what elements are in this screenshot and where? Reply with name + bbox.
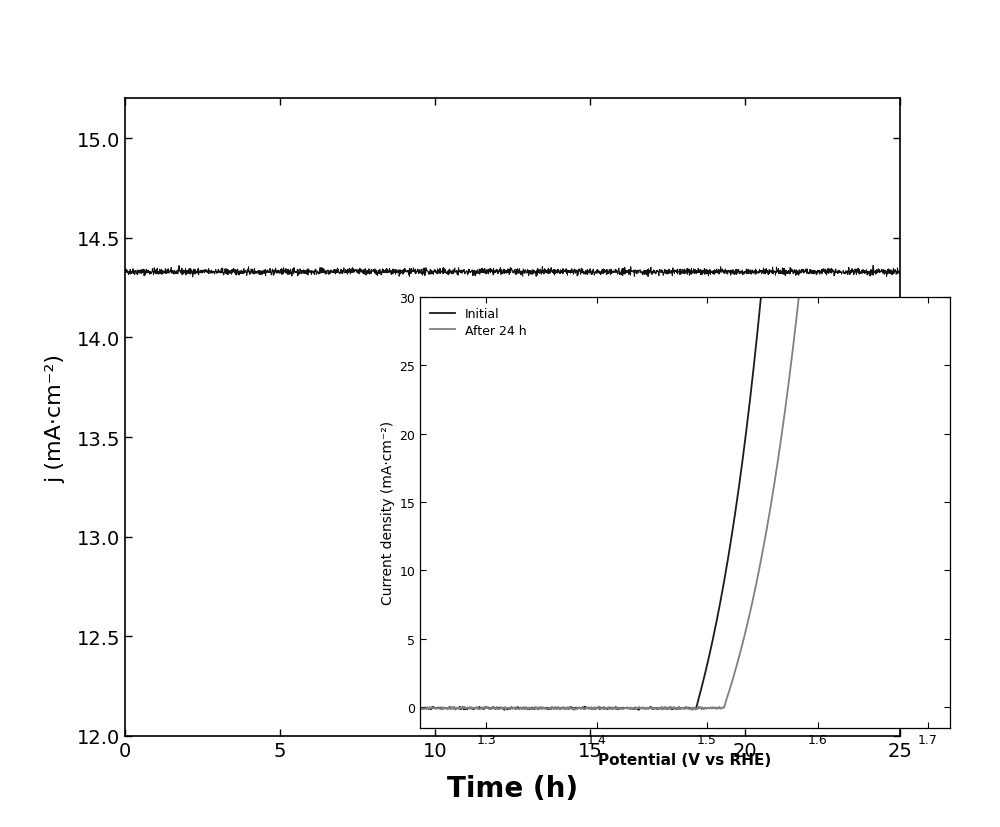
After 24 h	[838, 293, 850, 303]
Line: After 24 h: After 24 h	[420, 298, 950, 710]
X-axis label: Potential (V vs RHE): Potential (V vs RHE)	[598, 753, 772, 767]
Initial	[414, 703, 426, 713]
Y-axis label: j (mA·cm⁻²): j (mA·cm⁻²)	[46, 353, 66, 482]
After 24 h	[944, 293, 956, 303]
Initial	[648, 703, 660, 713]
Initial	[755, 293, 767, 303]
After 24 h	[828, 293, 840, 303]
Initial	[779, 293, 791, 303]
After 24 h	[793, 293, 805, 303]
Initial	[944, 293, 956, 303]
Initial	[828, 293, 840, 303]
Y-axis label: Current density (mA·cm⁻²): Current density (mA·cm⁻²)	[381, 421, 395, 605]
Initial	[633, 705, 645, 715]
After 24 h	[686, 705, 698, 715]
Legend: Initial, After 24 h: Initial, After 24 h	[426, 304, 530, 342]
Initial	[468, 704, 480, 714]
After 24 h	[414, 704, 426, 714]
Line: Initial: Initial	[420, 298, 950, 710]
After 24 h	[647, 703, 659, 713]
After 24 h	[628, 703, 640, 713]
X-axis label: Time (h): Time (h)	[447, 774, 578, 801]
After 24 h	[468, 703, 480, 713]
After 24 h	[778, 410, 790, 420]
Initial	[628, 705, 640, 715]
Initial	[838, 293, 850, 303]
